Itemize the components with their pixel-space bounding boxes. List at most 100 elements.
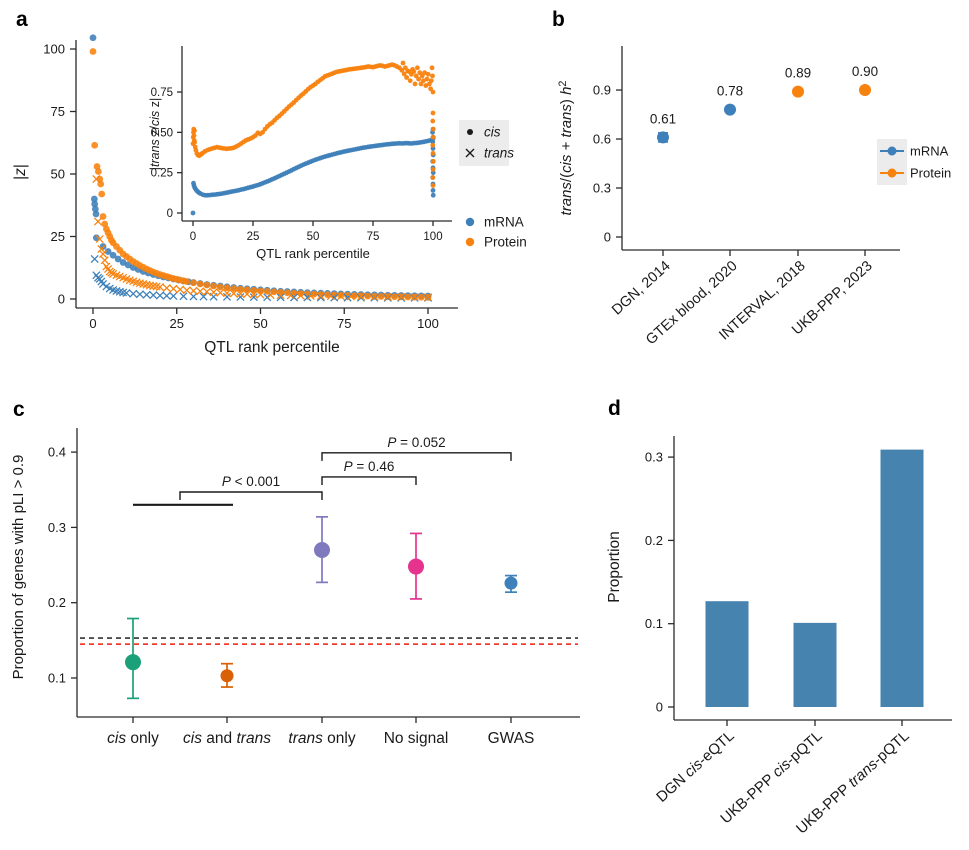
point-marker xyxy=(257,287,264,295)
x-marker xyxy=(336,292,345,301)
c-ytick-label: 0.3 xyxy=(48,520,66,535)
b-category-label: DGN, 2014 xyxy=(609,258,674,318)
b-ytick-label: 0.3 xyxy=(593,181,611,196)
point-marker xyxy=(183,278,191,285)
point-marker xyxy=(344,292,351,299)
b-value-label: 0.78 xyxy=(717,84,743,99)
x-marker xyxy=(296,291,305,300)
x-marker xyxy=(222,292,232,301)
b-value-label: 0.61 xyxy=(650,111,676,126)
point-marker xyxy=(430,192,436,198)
point-marker xyxy=(190,279,197,287)
point-marker xyxy=(192,128,197,134)
d-bar-1 xyxy=(793,622,837,707)
a-xtick-label: 75 xyxy=(337,316,351,331)
point-marker xyxy=(430,118,436,124)
x-marker xyxy=(256,290,265,299)
point-marker xyxy=(792,85,804,98)
point-marker xyxy=(404,75,409,80)
x-marker xyxy=(105,284,114,293)
x-marker xyxy=(129,289,138,298)
c-pvalue-label: P = 0.46 xyxy=(344,459,395,474)
point-marker xyxy=(191,133,197,138)
c-pvalue-label: P < 0.001 xyxy=(222,474,280,489)
panel-a-inset-plot: 0 0.25 0.50 0.75 0 25 50 75 100 QTL rank percenti… xyxy=(148,46,452,261)
a-ytick-label: 25 xyxy=(51,229,65,244)
x-marker xyxy=(100,256,109,265)
x-marker xyxy=(149,291,158,300)
x-marker xyxy=(243,290,252,299)
d-bar-0 xyxy=(705,601,749,707)
c-ytick-label: 0.1 xyxy=(48,671,66,686)
point-marker xyxy=(216,283,224,291)
point-marker xyxy=(92,234,100,242)
point-marker xyxy=(504,576,518,590)
c-point-1 xyxy=(220,662,234,688)
c-pvalue-label: P = 0.052 xyxy=(387,435,445,450)
x-marker xyxy=(112,286,121,296)
x-marker xyxy=(249,290,258,299)
legend-shape-bg xyxy=(459,120,509,166)
point-marker xyxy=(190,210,196,216)
point-marker xyxy=(119,259,127,266)
point-marker xyxy=(223,284,231,292)
x-marker xyxy=(199,292,208,301)
x-marker xyxy=(229,289,238,298)
panel-c-plot: 0.1 0.2 0.3 0.4 cis only cis and trans trans o… xyxy=(10,428,580,747)
point-marker xyxy=(430,167,436,172)
panel-a-letter: a xyxy=(16,8,28,31)
c-yaxis-title: Proportion of genes with pLI > 0.9 xyxy=(10,455,27,680)
d-ytick-label: 0 xyxy=(656,700,663,715)
a-legend-shape-label: trans xyxy=(484,146,514,161)
c-category-label: No signal xyxy=(384,730,449,747)
point-marker xyxy=(859,84,871,97)
inset-yaxis-title: |trans z/cis z| xyxy=(148,98,162,171)
c-point-4 xyxy=(504,574,518,594)
point-marker xyxy=(724,103,736,116)
b-value-label: 0.89 xyxy=(785,66,811,81)
inset-xtick-label: 50 xyxy=(307,231,320,243)
inset-xtick-label: 100 xyxy=(423,231,442,243)
b-point-3: 0.90 xyxy=(852,64,878,97)
x-marker xyxy=(125,276,134,285)
x-marker xyxy=(189,292,198,301)
legend-bg xyxy=(877,139,907,185)
x-marker xyxy=(196,287,205,296)
x-marker xyxy=(135,279,144,288)
point-marker xyxy=(364,292,372,300)
point-marker xyxy=(404,293,412,301)
point-marker xyxy=(422,70,427,76)
point-marker xyxy=(337,291,345,299)
point-marker xyxy=(210,282,218,290)
panel-b-legend: mRNA Protein xyxy=(877,139,951,185)
point-marker xyxy=(124,261,132,269)
x-marker xyxy=(236,292,245,302)
x-marker xyxy=(112,271,121,280)
a-xtick-label: 50 xyxy=(253,316,267,331)
point-marker xyxy=(430,110,436,116)
point-marker xyxy=(89,34,97,42)
panel-d-letter: d xyxy=(608,397,621,420)
point-marker xyxy=(465,217,475,227)
point-marker xyxy=(430,142,436,148)
x-marker xyxy=(465,148,475,158)
x-marker xyxy=(326,292,335,301)
x-marker xyxy=(306,291,315,301)
c-comparison-bracket-0 xyxy=(179,491,323,501)
point-marker xyxy=(237,285,244,293)
c-category-label: cis and trans xyxy=(183,730,271,747)
point-marker xyxy=(430,175,436,180)
point-marker xyxy=(657,131,669,144)
x-marker xyxy=(122,274,131,284)
x-marker xyxy=(93,217,103,226)
point-marker xyxy=(430,183,436,188)
b-legend-label: mRNA xyxy=(910,144,949,159)
d-category-label: DGN cis-eQTL xyxy=(653,727,737,805)
point-marker xyxy=(411,69,417,74)
x-marker xyxy=(129,277,138,286)
c-point-3 xyxy=(408,532,424,600)
inset-xaxis-title: QTL rank percentile xyxy=(256,246,370,261)
point-marker xyxy=(91,200,99,208)
x-marker xyxy=(316,292,325,301)
